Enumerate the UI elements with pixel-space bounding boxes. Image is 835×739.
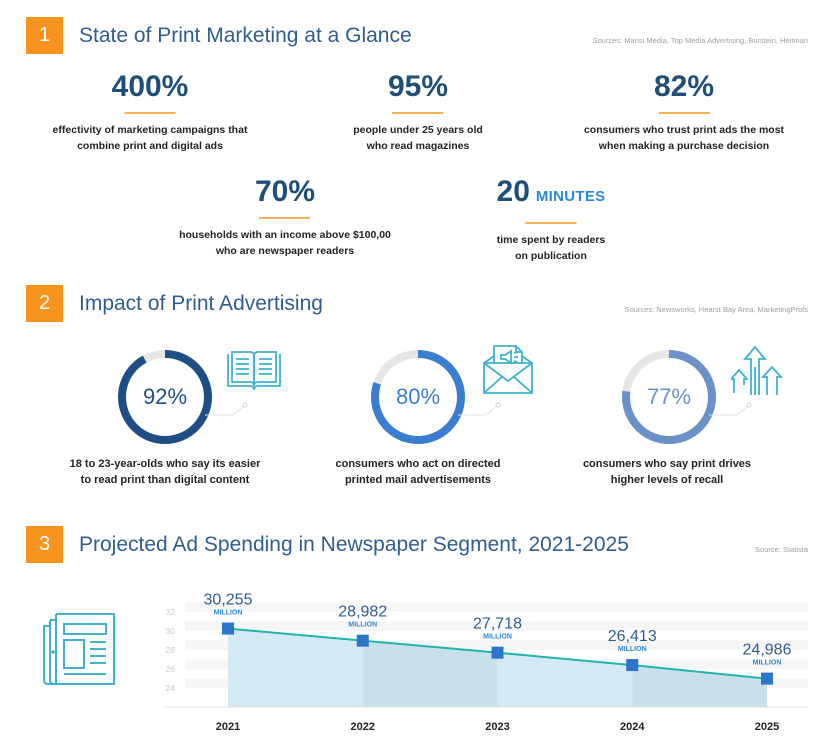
stat-divider [525,222,577,224]
stat-card: 70% households with an income above $100… [179,175,391,259]
data-value-label: 26,413 [608,628,657,645]
donut-progress-arc [371,350,465,444]
stat-card: 20 MINUTES time spent by readers on publi… [497,175,606,264]
data-unit-label: MILLION [483,634,512,641]
data-point-marker [491,646,504,659]
impact-description-line2: higher levels of recall [610,474,724,486]
x-tick-label: 2024 [620,721,645,733]
section-number-badge: 3 [26,526,63,563]
impact-description: consumers who act on directed printed ma… [335,456,500,488]
stat-description-line2: who read magazines [366,140,470,152]
section-3-header: 3 Projected Ad Spending in Newspaper Seg… [26,526,629,563]
data-unit-label: MILLION [618,646,647,653]
stat-value: 20 MINUTES [496,175,606,208]
data-point-marker [626,659,639,672]
stat-card: 82% consumers who trust print ads the mo… [584,70,784,154]
data-value-label: 28,982 [338,604,387,621]
stat-description-line2: on publication [515,250,587,262]
y-tick-label: 24 [166,683,176,693]
stat-description-line1: time spent by readers [496,234,606,246]
section-3-sources: Source: Statista [755,545,808,554]
y-tick-label: 28 [166,645,176,655]
section-2-header: 2 Impact of Print Advertising [26,285,323,322]
data-point-marker [222,622,234,635]
donut-ring [118,350,212,444]
grid-band [185,640,808,650]
y-tick-label: 30 [166,626,176,636]
impact-description-line1: 18 to 23-year-olds who say its easier [69,458,261,470]
stat-description-line2: combine print and digital ads [77,140,223,152]
data-unit-label: MILLION [753,660,782,667]
data-value-label: 24,986 [743,642,792,659]
connector-line [458,402,501,416]
stat-description-line1: effectivity of marketing campaigns that [52,124,248,136]
data-unit-label: MILLION [348,622,377,629]
section-number-badge: 2 [26,285,63,322]
section-title: State of Print Marketing at a Glance [79,23,412,47]
section-title: Projected Ad Spending in Newspaper Segme… [79,532,629,556]
stat-description-line2: who are newspaper readers [215,245,355,257]
data-point-marker [356,634,369,647]
envelope-megaphone-icon [483,345,533,394]
x-tick-label: 2023 [485,721,509,733]
impact-description-line2: printed mail advertisements [344,474,492,486]
x-tick-label: 2022 [351,721,375,733]
stat-description-line2: when making a purchase decision [598,140,770,152]
stat-description-line1: households with an income above $100,00 [179,229,391,241]
stat-value: 82% [653,70,715,103]
section-2-sources: Sources: Newsworks, Hearst Bay Area, Mar… [624,305,808,314]
stat-value: 400% [111,70,189,103]
y-tick-label: 32 [166,607,176,617]
donut-progress-arc [118,350,212,444]
data-point-marker [761,672,773,685]
section-1-header: 1 State of Print Marketing at a Glance [26,17,412,54]
x-tick-label: 2021 [216,721,240,733]
stat-value: 95% [387,70,449,103]
newspaper-icon [43,613,115,685]
stat-unit: MINUTES [535,188,606,205]
stat-card: 400% effectivity of marketing campaigns … [53,70,248,154]
connector-line [205,402,248,416]
donut-progress-arc [622,350,716,444]
area-segment [228,628,363,707]
data-value-label: 30,255 [204,592,253,609]
data-unit-label: MILLION [214,610,243,617]
impact-description-line2: to read print than digital content [80,474,250,486]
x-tick-label: 2025 [755,721,779,733]
connector-line [709,402,752,416]
stat-divider [658,112,710,114]
stat-divider [124,112,176,114]
stat-value: 70% [254,175,316,208]
data-value-label: 27,718 [473,616,522,633]
impact-description: consumers who say print drives higher le… [583,456,751,488]
donut-percent-label: 80% [395,384,441,409]
open-book-icon [227,351,281,391]
impact-description: 18 to 23-year-olds who say its easier to… [70,456,261,488]
grid-band [185,621,808,631]
donut-chart: 92% [115,347,215,447]
section-1-sources: Sources: Mansi Media, Top Media Advertis… [592,36,808,45]
stat-description-line1: people under 25 years old [353,124,483,136]
donut-ring [371,350,465,444]
donut-chart: 80% [368,347,468,447]
y-tick-label: 26 [166,664,176,674]
stat-divider [259,217,311,219]
area-segment [362,640,498,707]
impact-description-line1: consumers who act on directed [335,458,501,470]
section-number-badge: 1 [26,17,63,54]
donut-chart: 77% [619,347,719,447]
stat-card: 95% people under 25 years old who read m… [353,70,483,154]
grid-band [185,602,808,612]
impact-description-line1: consumers who say print drives [582,458,752,470]
arrows-up-icon [731,345,783,395]
area-segment [497,652,633,707]
stat-description-line1: consumers who trust print ads the most [583,124,785,136]
donut-percent-label: 77% [646,384,692,409]
donut-ring [622,350,716,444]
section-title: Impact of Print Advertising [79,291,323,315]
stat-divider [392,112,444,114]
donut-percent-label: 92% [142,384,188,409]
